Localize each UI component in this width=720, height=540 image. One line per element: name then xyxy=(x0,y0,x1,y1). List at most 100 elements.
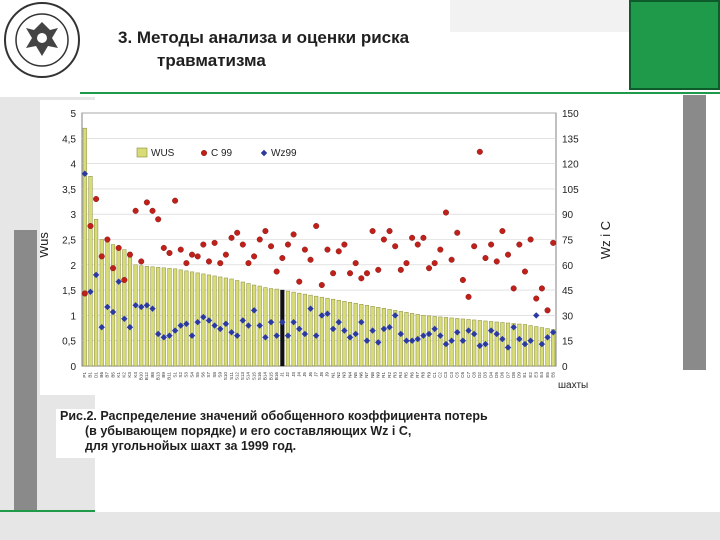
x-tick: S5 xyxy=(195,372,200,378)
y-tick-right: 30 xyxy=(562,311,574,322)
bar-wus xyxy=(139,265,144,367)
x-tick: P1 xyxy=(82,372,87,378)
point-c99 xyxy=(499,228,506,235)
bar-wus xyxy=(274,288,279,367)
bar-wus xyxy=(116,246,121,367)
point-c99 xyxy=(81,290,88,297)
point-c99 xyxy=(290,231,297,238)
point-c99 xyxy=(459,276,466,283)
top-band xyxy=(450,0,629,32)
legend-label-wz99: Wz99 xyxy=(271,148,297,159)
x-axis-label: шахты xyxy=(558,380,588,391)
x-tick: B13 xyxy=(155,372,160,381)
x-tick: B8 xyxy=(150,372,155,378)
x-tick: S2 xyxy=(178,372,183,378)
point-wz99 xyxy=(448,337,455,344)
point-c99 xyxy=(217,260,224,267)
point-c99 xyxy=(143,199,150,206)
x-tick: D5 xyxy=(494,372,499,378)
point-wz99 xyxy=(352,330,359,338)
x-tick: N7 xyxy=(364,372,369,378)
point-c99 xyxy=(330,270,337,277)
bar-wus xyxy=(347,301,353,367)
bar-wus xyxy=(235,280,240,367)
x-tick: J3 xyxy=(291,372,296,377)
point-wz99 xyxy=(239,317,247,324)
point-wz99 xyxy=(391,312,399,319)
point-wz99 xyxy=(420,332,427,339)
x-tick: R5 xyxy=(404,372,409,378)
x-tick: S15 xyxy=(251,372,256,381)
chart-area: 0 0,5 1 1,5 2 2,5 3 3,5 4 4,5 5 0 15 30 45 60 75 90 105 120… xyxy=(40,100,620,395)
point-c99 xyxy=(414,241,421,248)
x-tick: E2 xyxy=(528,372,533,378)
loss-coefficient-chart: 0 0,5 1 1,5 2 2,5 3 3,5 4 4,5 5 0 15 30 45 60 75 90 105 120… xyxy=(40,109,613,391)
university-logo xyxy=(4,2,80,78)
x-tick: D9 xyxy=(517,372,522,378)
bar-wus xyxy=(252,284,257,367)
x-tick: C8 xyxy=(471,372,476,378)
point-wz99 xyxy=(329,325,337,333)
point-wz99 xyxy=(533,312,540,319)
bar-wus xyxy=(545,328,550,367)
y-tick-left: 1,5 xyxy=(62,286,76,297)
point-c99 xyxy=(126,251,133,258)
point-wz99 xyxy=(296,325,303,333)
point-wz99 xyxy=(437,332,444,339)
point-c99 xyxy=(222,251,229,258)
bar-wus xyxy=(161,267,166,367)
point-c99 xyxy=(521,268,528,275)
point-c99 xyxy=(177,246,184,253)
point-c99 xyxy=(454,229,461,236)
x-tick: R2 xyxy=(387,372,392,378)
point-c99 xyxy=(160,244,167,251)
y-tick-left: 3,5 xyxy=(62,185,76,196)
x-tick: S3 xyxy=(184,372,189,378)
x-tick: D3 xyxy=(483,372,488,378)
point-wz99 xyxy=(284,332,292,339)
bar-wus xyxy=(280,289,285,367)
x-tick: D6 xyxy=(500,372,505,378)
bar-wus xyxy=(387,309,392,367)
x-tick: K3 xyxy=(127,372,132,378)
bar-wus xyxy=(173,268,178,367)
bar-wus xyxy=(122,249,127,367)
legend-label-c99: C 99 xyxy=(211,148,233,159)
point-c99 xyxy=(363,270,370,277)
point-wz99 xyxy=(358,318,365,326)
point-c99 xyxy=(403,260,410,267)
point-c99 xyxy=(93,196,100,203)
point-wz99 xyxy=(233,332,241,339)
y-tick-right: 135 xyxy=(562,134,579,145)
x-tick: B12 xyxy=(144,372,149,381)
y-tick-left: 2,5 xyxy=(62,236,76,247)
bar-wus xyxy=(184,270,189,367)
caption-line-1: Рис.2. Распределение значений обобщенног… xyxy=(60,409,488,423)
x-tick: E5 xyxy=(545,372,550,378)
y-axis-label-right: Wz i C xyxy=(598,221,613,259)
right-decor-bar xyxy=(683,95,706,370)
title-line-1: 3. Методы анализа и оценки риска xyxy=(118,28,410,47)
bar-wus xyxy=(517,323,522,367)
bar-wus xyxy=(381,308,386,367)
point-c99 xyxy=(465,293,472,300)
y-tick-right: 15 xyxy=(562,337,574,348)
x-tick: K1 xyxy=(116,372,121,378)
bar-wus xyxy=(432,316,437,367)
point-wz99 xyxy=(154,330,162,338)
x-tick: B15 xyxy=(268,372,273,381)
point-c99 xyxy=(516,241,523,248)
point-wz99 xyxy=(121,315,128,322)
bar-wus xyxy=(472,319,477,367)
y-tick-right: 45 xyxy=(562,286,574,297)
bar-wus xyxy=(364,305,370,367)
point-wz99 xyxy=(386,324,393,331)
bar-wus xyxy=(110,244,116,367)
bar-wus xyxy=(376,307,381,367)
point-c99 xyxy=(437,246,444,253)
y-axis-label-left: Wus xyxy=(40,232,51,258)
bar-wus xyxy=(133,264,138,367)
point-c99 xyxy=(476,148,483,155)
point-wz99 xyxy=(301,330,309,338)
bar-wus xyxy=(218,276,223,367)
